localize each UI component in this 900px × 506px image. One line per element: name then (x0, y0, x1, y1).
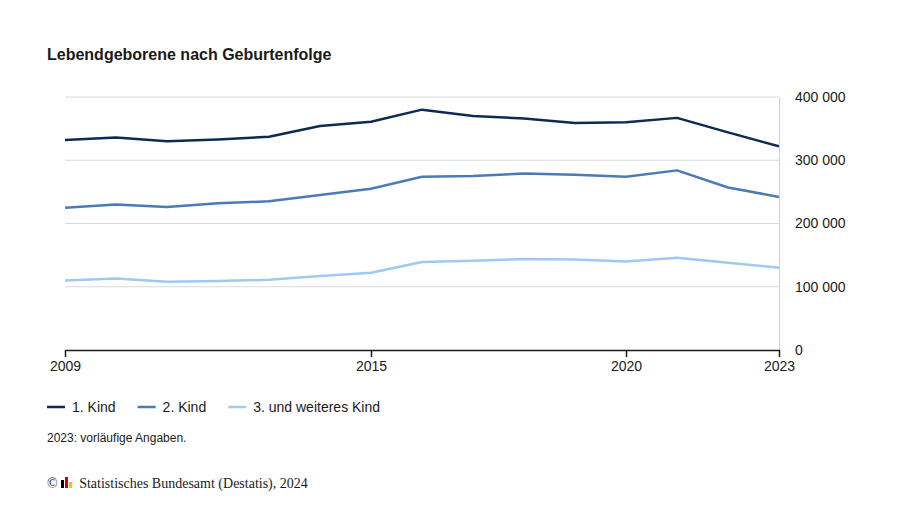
x-tick: 2009 (50, 350, 81, 374)
logo (61, 477, 72, 488)
x-tick-mark (779, 350, 781, 357)
legend-label: 2. Kind (163, 399, 207, 415)
grid-line (65, 223, 779, 224)
logo-bar (61, 480, 64, 488)
grid-line (65, 286, 779, 287)
y-axis-line (779, 98, 780, 351)
x-tick: 2015 (356, 350, 387, 374)
source-symbol: © (47, 476, 58, 491)
legend-swatch (47, 406, 65, 409)
plot-area (65, 110, 779, 282)
x-tick-label: 2020 (611, 358, 642, 374)
legend-swatch (138, 406, 156, 409)
legend-label: 3. und weiteres Kind (253, 399, 380, 415)
series-line (65, 110, 779, 147)
x-tick-mark (65, 350, 67, 357)
y-axis: 0 100 000 200 000 300 000 400 000 (779, 89, 846, 358)
logo-bar (65, 477, 68, 488)
series-line (65, 170, 779, 207)
legend-swatch (228, 406, 246, 409)
source-text: © Statistisches Bundesamt (Destatis), 20… (47, 476, 308, 492)
y-tick: 300 000 (779, 152, 846, 168)
x-tick-mark (371, 350, 373, 357)
grid (65, 97, 779, 287)
y-tick-label: 200 000 (795, 215, 846, 231)
x-tick-label: 2015 (356, 358, 387, 374)
grid-line (65, 160, 779, 161)
chart: Lebendgeborene nach Geburtenfolge 0 100 00… (0, 0, 900, 506)
y-tick-label: 100 000 (795, 279, 846, 295)
note: 2023: vorläufige Angaben. (47, 431, 186, 445)
x-axis-line (66, 350, 780, 352)
x-tick: 2023 (764, 350, 795, 374)
x-axis: 2009 2015 2020 2023 (50, 350, 795, 374)
x-tick-label: 2023 (764, 358, 795, 374)
x-tick: 2020 (611, 350, 642, 374)
x-tick-label: 2009 (50, 358, 81, 374)
grid-line (65, 97, 779, 98)
y-tick: 100 000 (779, 279, 846, 295)
legend-label: 1. Kind (72, 399, 116, 415)
y-tick: 400 000 (779, 89, 846, 105)
y-tick-label: 400 000 (795, 89, 846, 105)
logo-bar (69, 482, 72, 488)
y-tick-label: 0 (795, 342, 803, 358)
x-tick-mark (626, 350, 628, 357)
y-tick: 0 (779, 342, 803, 358)
legend: 1. Kind 2. Kind 3. und weiteres Kind (47, 399, 380, 415)
y-tick: 200 000 (779, 215, 846, 231)
source-name: Statistisches Bundesamt (Destatis), 2024 (76, 476, 308, 492)
source: © Statistisches Bundesamt (Destatis), 20… (47, 476, 308, 492)
series-line (65, 258, 779, 282)
y-tick-label: 300 000 (795, 152, 846, 168)
title: Lebendgeborene nach Geburtenfolge (47, 46, 332, 63)
